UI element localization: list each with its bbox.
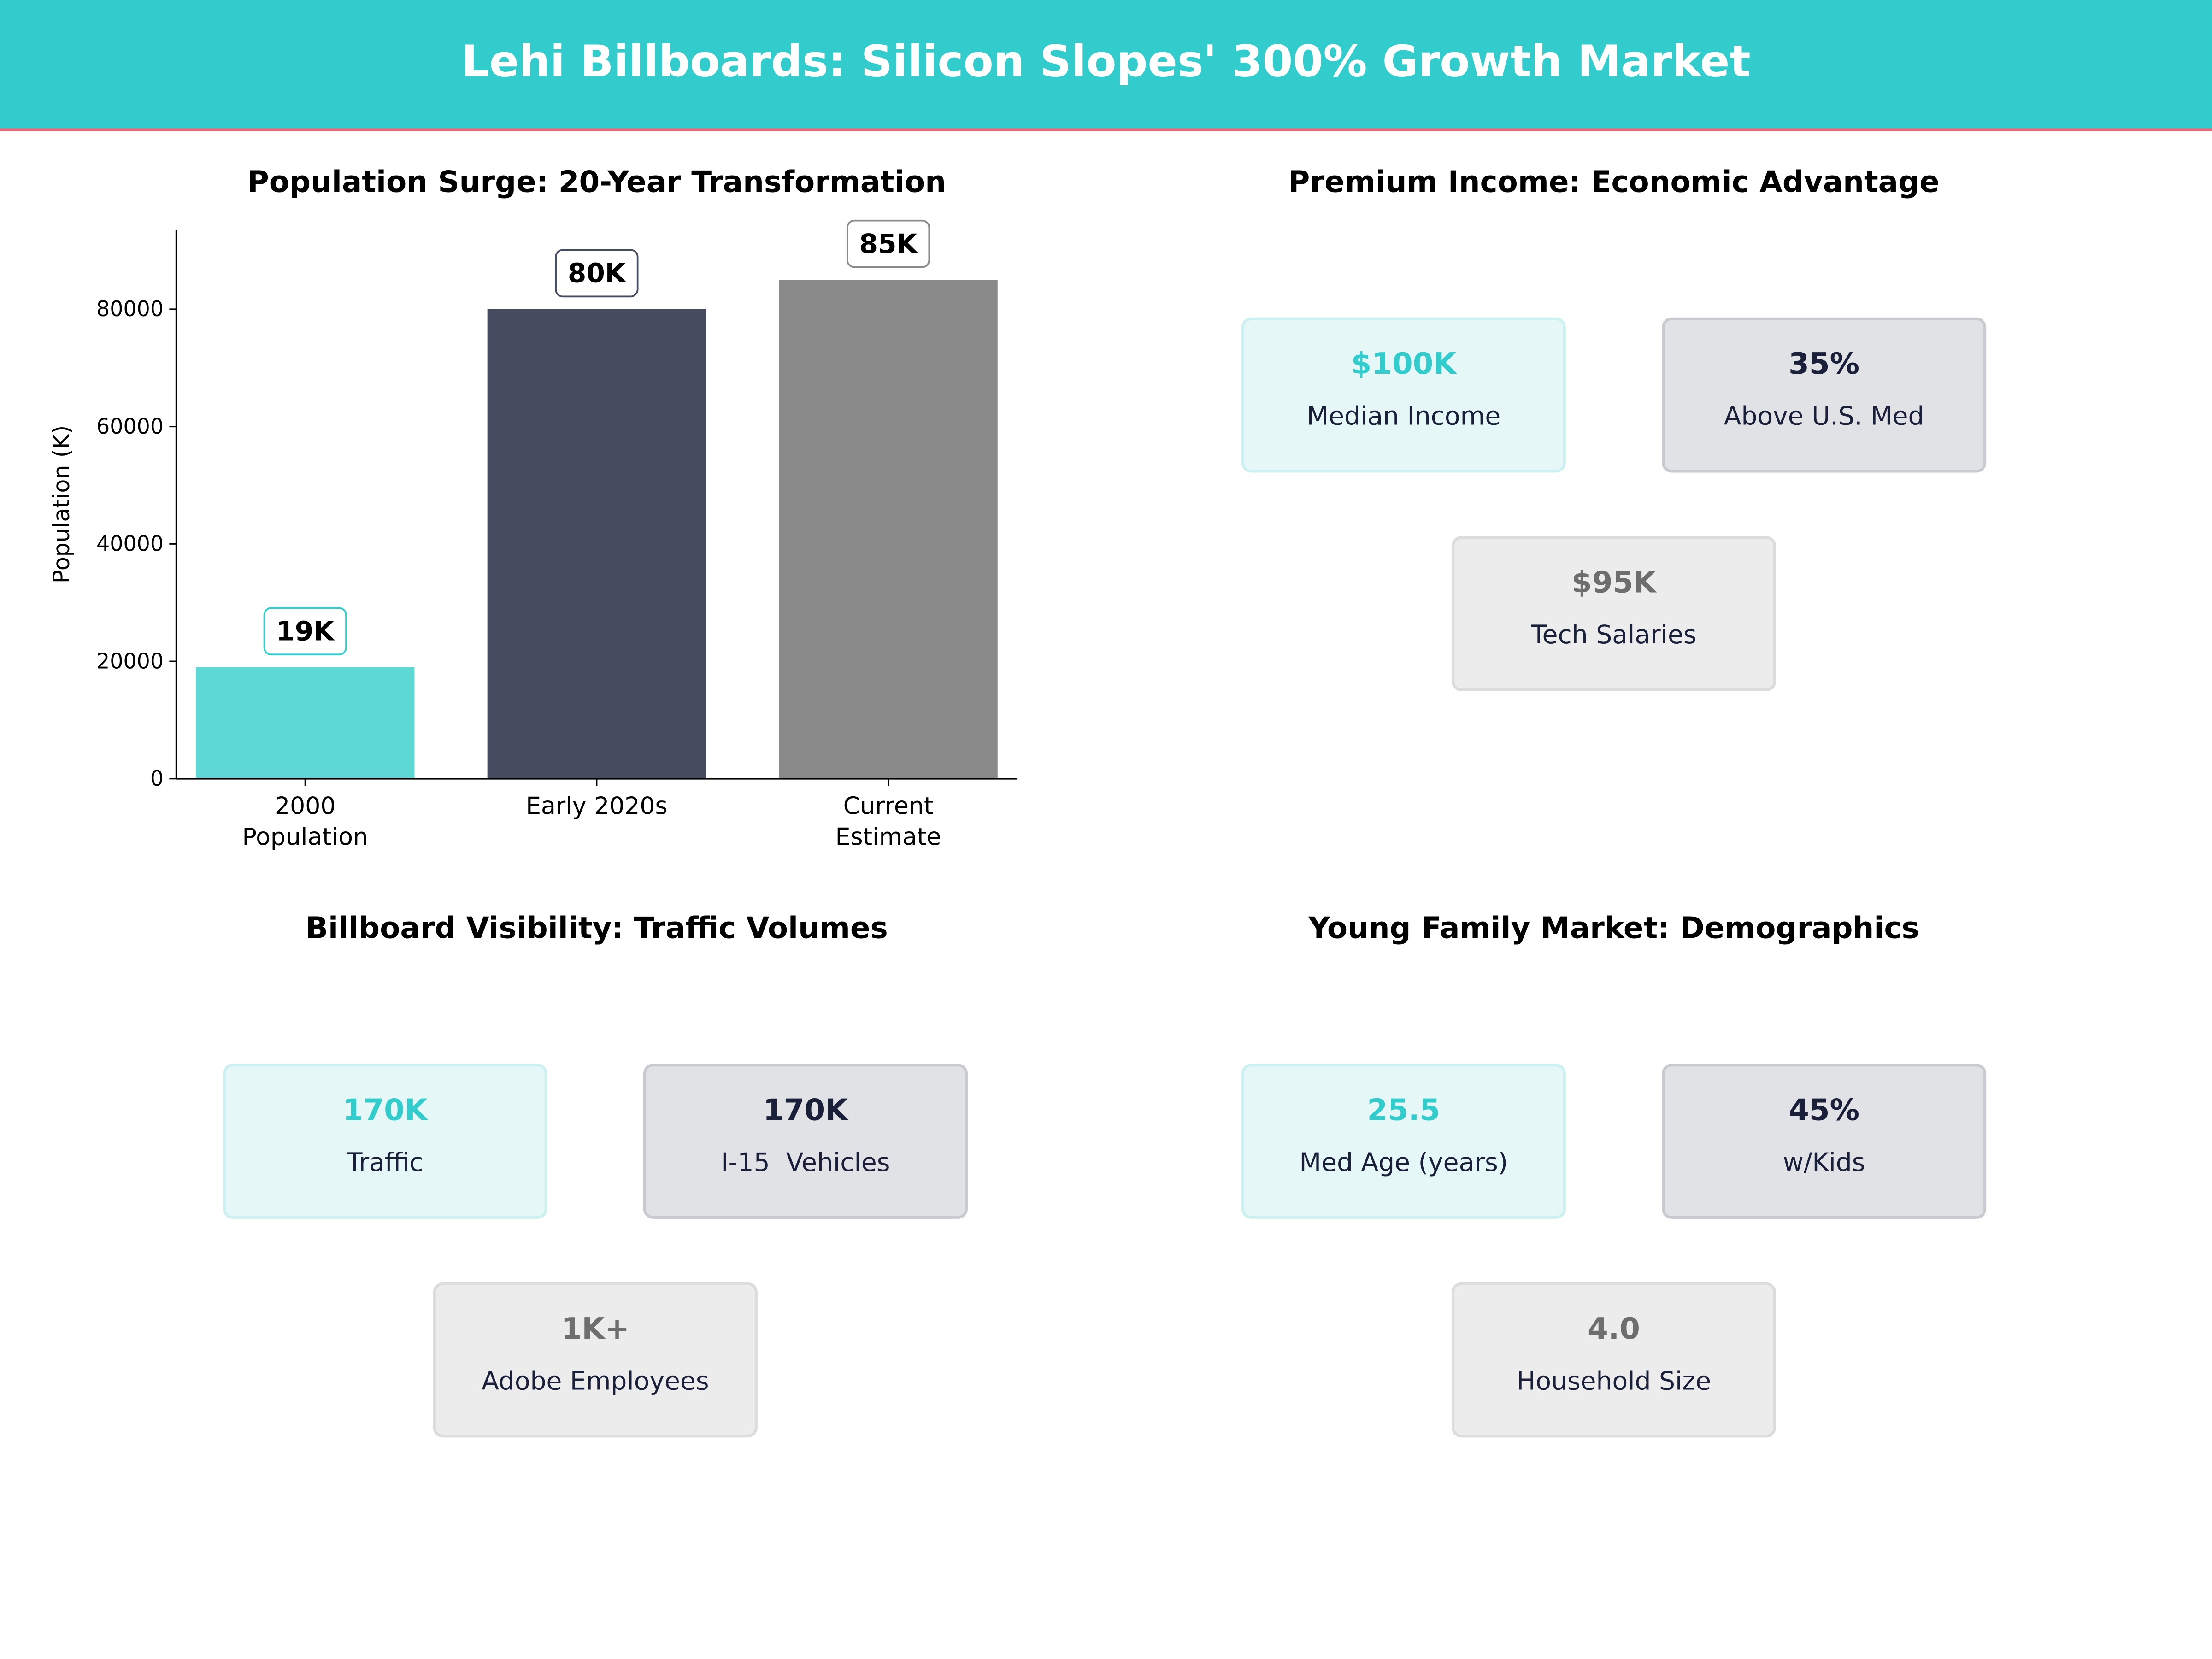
i15-vehicles-card: 170K I-15 Vehicles (643, 1064, 968, 1219)
data-label-box (263, 607, 347, 656)
income-panel-title: Premium Income: Economic Advantage (1288, 165, 1940, 199)
card-value: 45% (1788, 1093, 1860, 1127)
card-value: 35% (1788, 347, 1860, 381)
with-kids-card: 45% w/Kids (1662, 1064, 1987, 1219)
card-value: 4.0 (1588, 1312, 1640, 1346)
page-title: Lehi Billboards: Silicon Slopes' 300% Gr… (461, 36, 1751, 88)
y-tick-label: 80000 (96, 296, 164, 321)
x-tick-label: 2000 (275, 792, 335, 820)
traffic-card: 170K Traffic (223, 1064, 547, 1219)
adobe-employees-card: 1K+ Adobe Employees (433, 1282, 758, 1438)
card-value: 170K (342, 1093, 428, 1127)
demographics-panel-title: Young Family Market: Demographics (1308, 911, 1919, 946)
card-label: I-15 Vehicles (721, 1148, 890, 1178)
tech-salaries-card: $95K Tech Salaries (1451, 536, 1777, 691)
card-label: Med Age (years) (1299, 1148, 1508, 1178)
x-tick-label: Estimate (835, 824, 941, 851)
data-label: 19K (276, 616, 335, 647)
card-value: 170K (763, 1093, 848, 1127)
population-bar-chart: 19K 2000 Population 80K Early 2020s 85K Curren… (48, 219, 1018, 851)
card-value: $100K (1351, 347, 1457, 381)
card-label: Tech Salaries (1531, 620, 1697, 651)
x-tick-label: Early 2020s (526, 792, 667, 820)
household-size-card: 4.0 Household Size (1451, 1282, 1777, 1438)
card-value: $95K (1571, 565, 1656, 600)
traffic-panel-title: Billboard Visibility: Traffic Volumes (306, 911, 888, 946)
y-tick-label: 60000 (96, 414, 164, 439)
y-axis-label: Population (K) (48, 425, 75, 583)
card-label: w/Kids (1783, 1148, 1865, 1178)
x-tick-label: Current (843, 792, 933, 820)
data-label: 80K (568, 258, 627, 289)
data-label: 85K (859, 228, 918, 259)
median-income-card: $100K Median Income (1241, 317, 1566, 473)
card-label: Above U.S. Med (1724, 402, 1924, 432)
y-tick-label: 40000 (96, 531, 164, 556)
card-label: Traffic (347, 1148, 424, 1178)
bar (779, 280, 998, 779)
card-value: 25.5 (1367, 1093, 1441, 1127)
chart-title: Population Surge: 20-Year Transformation (247, 165, 947, 199)
bar (487, 309, 706, 779)
card-label: Household Size (1516, 1367, 1712, 1397)
y-tick-label: 20000 (96, 648, 164, 673)
card-value: 1K+ (561, 1312, 630, 1346)
card-label: Median Income (1306, 402, 1501, 432)
above-us-median-card: 35% Above U.S. Med (1662, 317, 1987, 473)
header-banner: Lehi Billboards: Silicon Slopes' 300% Gr… (0, 0, 2212, 131)
x-tick-label: Population (242, 824, 368, 851)
data-label-box (555, 249, 639, 298)
median-age-card: 25.5 Med Age (years) (1241, 1064, 1566, 1219)
y-tick-label: 0 (150, 766, 164, 791)
bar (195, 667, 415, 779)
data-label-box (846, 219, 930, 268)
card-label: Adobe Employees (482, 1367, 709, 1397)
